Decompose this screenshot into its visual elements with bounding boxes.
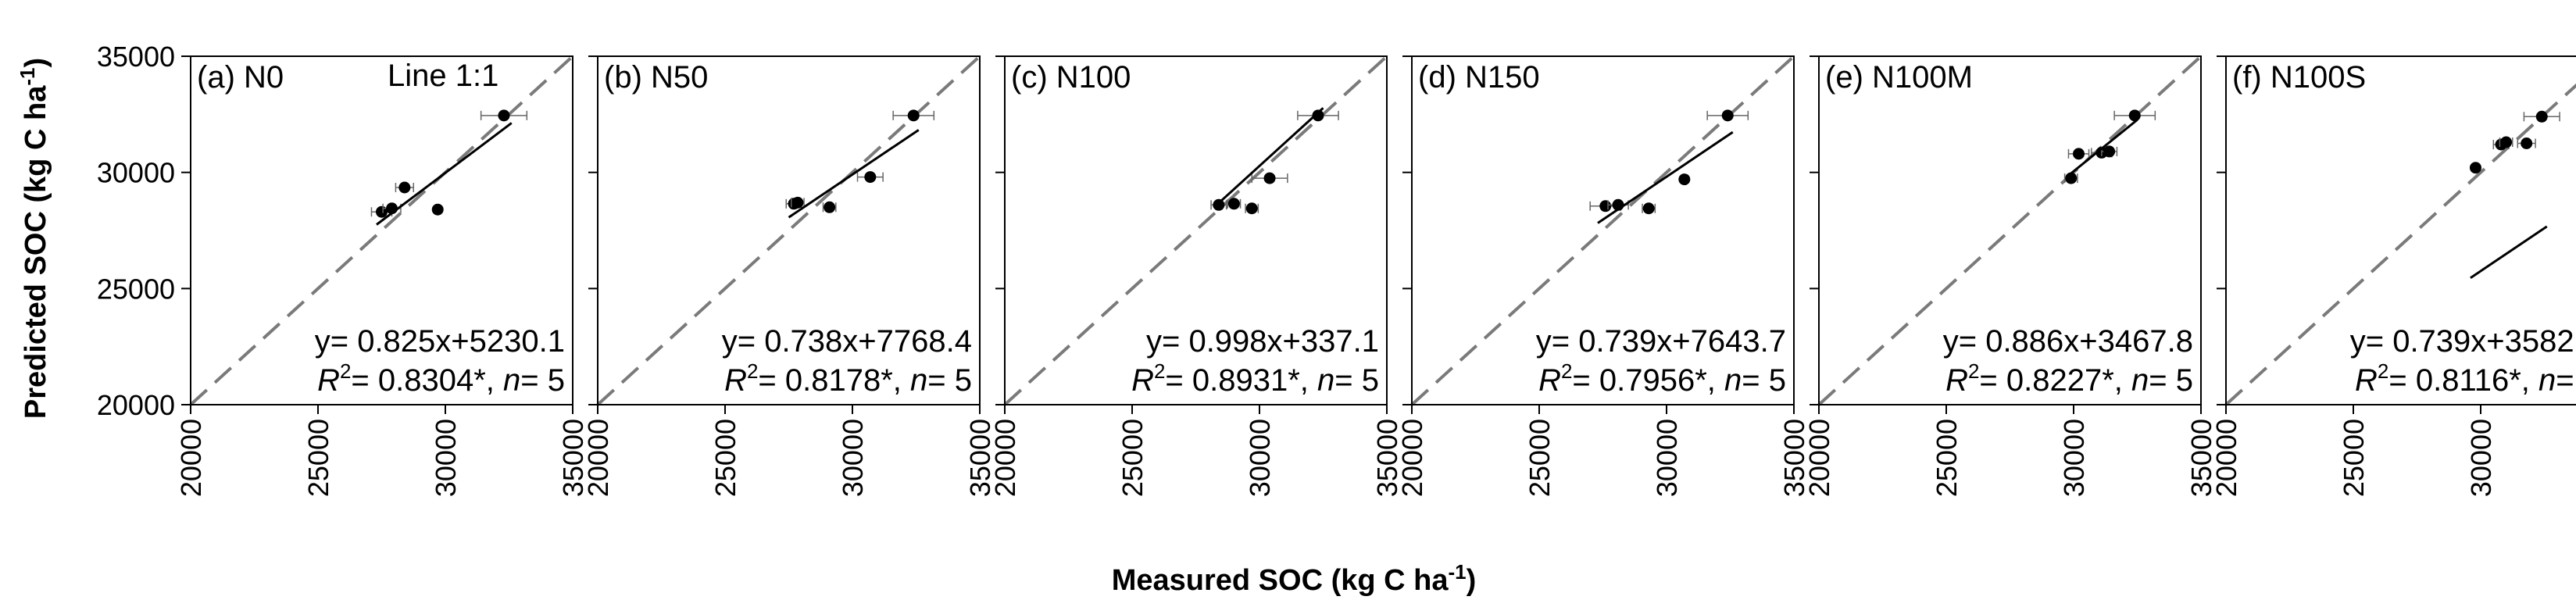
regression-equation: y= 0.998x+337.1 [1146,324,1379,359]
data-point-1 [2469,162,2481,174]
regression-line [2470,225,2548,280]
regression-line [376,122,513,226]
data-point-3 [1245,202,1258,215]
x-tick-label: 25000 [1931,419,1963,497]
chart-panel-3: 20000 25000 30000 35000 (c) N100 y= 0.998x+33… [989,55,1403,497]
plot-frame [2225,55,2576,405]
data-point-2 [791,196,804,209]
panel-title: (d) N150 [1418,60,1540,95]
r2-statistic: R2= 0.8931*, n= 5 [1131,359,1379,398]
x-tick-label: 30000 [1244,419,1276,497]
data-point-3 [2500,136,2513,148]
y-tick-label: 20000 [97,389,175,421]
data-point-5 [498,109,510,122]
regression-line [1213,107,1324,209]
data-point-5 [2535,110,2548,123]
plot-frame [1411,55,1795,405]
regression-line [2067,119,2138,177]
x-tick-label: 35000 [1371,419,1403,497]
r2-statistic: R2= 0.8304*, n= 5 [317,359,565,398]
data-point-4 [1678,173,1691,186]
chart-panel-5: 20000 25000 30000 35000 (e) N100M y= 0.886x+3… [1803,55,2217,497]
regression-equation: y= 0.739x+3582.1 [2350,324,2576,359]
x-tick-label: 35000 [964,419,996,497]
data-point-2 [2073,148,2085,160]
x-axis-title: Measured SOC (kg C ha-1) [1112,560,1477,597]
regression-equation: y= 0.886x+3467.8 [1943,324,2193,359]
x-tick-label: 30000 [2058,419,2090,497]
one-to-one-label: Line 1:1 [388,59,498,93]
data-point-3 [824,201,836,213]
x-tick-label: 30000 [1651,419,1683,497]
y-tick-label: 30000 [97,157,175,189]
chart-panel-1: 20000 25000 30000 35000 20000 25000 30000 35000… [97,41,589,497]
r2-statistic: R2= 0.8227*, n= 5 [1945,359,2193,398]
x-tick-label: 20000 [2210,419,2242,497]
x-tick-label: 25000 [1524,419,1556,497]
regression-equation: y= 0.738x+7768.4 [722,324,972,359]
plot-frame [597,55,981,405]
data-point-5 [1312,109,1324,122]
panel-title: (b) N50 [604,60,708,95]
x-tick-label: 25000 [1117,419,1149,497]
r2-statistic: R2= 0.8178*, n= 5 [724,359,972,398]
panel-title: (f) N100S [2232,60,2366,95]
panel-title: (a) N0 [197,60,284,95]
x-tick-label: 35000 [2185,419,2217,497]
x-tick-label: 30000 [2465,419,2497,497]
data-point-3 [1642,202,1655,215]
regression-equation: y= 0.739x+7643.7 [1536,324,1786,359]
data-point-4 [864,171,877,184]
regression-line [788,129,920,219]
data-point-1 [2065,172,2078,184]
x-tick-label: 20000 [1803,419,1835,497]
panels: 20000 25000 30000 3500020000250003000035000… [97,41,2576,497]
x-tick-label: 20000 [989,419,1021,497]
data-point-4 [2521,138,2533,149]
data-point-1 [1213,198,1225,211]
x-tick-label: 20000 [582,419,614,497]
data-point-1 [376,205,388,218]
r2-statistic: R2= 0.7956*, n= 5 [1538,359,1786,398]
plot-frame [1004,55,1388,405]
x-tick-label: 20000 [175,419,207,497]
data-point-5 [907,109,920,122]
y-tick-label: 35000 [97,41,175,73]
x-tick-label: 25000 [709,419,741,497]
plot-frame [1818,55,2202,405]
y-axis-title: Predicted SOC (kg C ha-1) [16,58,52,419]
x-tick-label: 25000 [2338,419,2370,497]
plot-frame [190,55,573,405]
regression-equation: y= 0.825x+5230.1 [315,324,565,359]
data-point-4 [1263,172,1276,184]
panel-title: (c) N100 [1011,60,1131,95]
data-point-5 [2128,109,2141,122]
chart-panel-4: 20000 25000 30000 35000 (d) N150 y= 0.739x+76… [1396,55,1810,497]
x-tick-label: 30000 [430,419,462,497]
r2-statistic: R2= 0.8116*, n= 5 [2355,359,2576,398]
panel-title: (e) N100M [1825,60,1973,95]
x-tick-label: 35000 [1778,419,1810,497]
regression-line [1597,130,1734,224]
data-point-1 [1599,200,1612,212]
data-point-4 [2103,145,2116,158]
x-tick-label: 35000 [557,419,589,497]
x-tick-label: 20000 [1396,419,1428,497]
data-point-4 [431,203,444,216]
x-tick-label: 25000 [302,419,334,497]
chart-panel-2: 20000 25000 30000 35000 (b) N50 y= 0.738x+776… [582,55,996,497]
data-point-3 [398,181,411,194]
data-point-5 [1721,109,1734,122]
data-point-2 [1227,198,1240,210]
x-tick-label: 30000 [837,419,869,497]
y-tick-label: 25000 [97,273,175,305]
